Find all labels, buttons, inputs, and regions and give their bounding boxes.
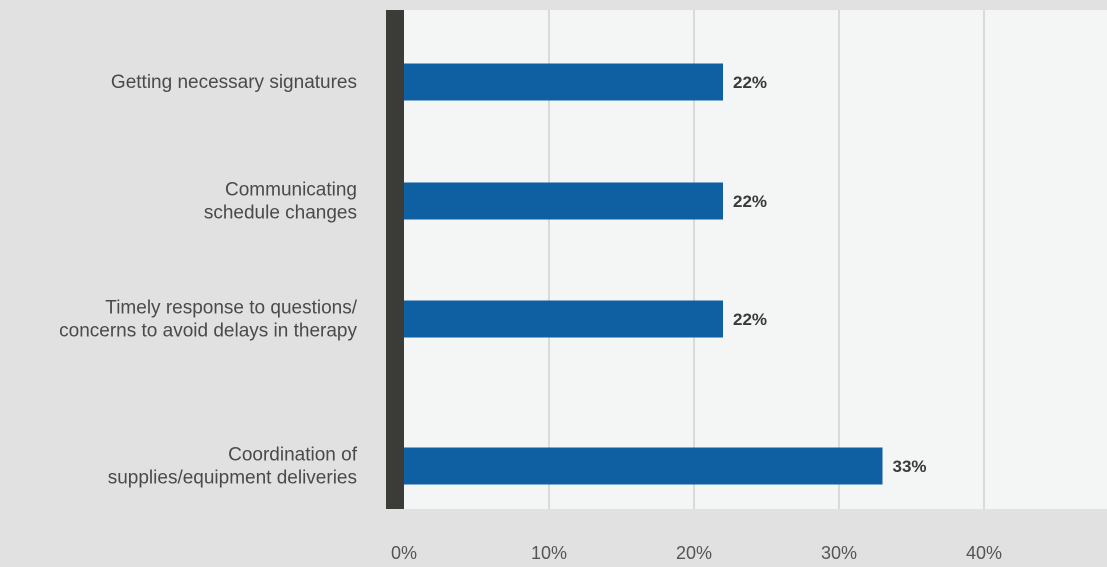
category-label-3-line-0: Coordination of: [228, 445, 358, 466]
x-tick-label-0: 0%: [391, 543, 417, 563]
category-label-1-line-1: schedule changes: [204, 203, 357, 224]
x-tick-label-30: 30%: [821, 543, 857, 563]
value-label-1: 22%: [733, 192, 767, 211]
bar-2: [404, 300, 723, 338]
bar-3: [404, 447, 883, 485]
x-tick-labels: 0% 10% 20% 30% 40%: [391, 543, 1002, 563]
category-label-0-line-0: Getting necessary signatures: [111, 72, 357, 93]
bars: [404, 63, 883, 485]
value-labels: 22% 22% 22% 33%: [733, 73, 927, 476]
x-tick-label-10: 10%: [531, 543, 567, 563]
category-label-2-line-1: concerns to avoid delays in therapy: [59, 321, 357, 342]
x-tick-label-40: 40%: [966, 543, 1002, 563]
value-label-0: 22%: [733, 73, 767, 92]
bar-1: [404, 182, 723, 220]
category-labels: Getting necessary signatures Communicatin…: [59, 72, 358, 489]
category-label-2-line-0: Timely response to questions/: [105, 298, 357, 319]
category-label-1-line-0: Communicating: [225, 180, 357, 201]
value-label-2: 22%: [733, 310, 767, 329]
x-tick-label-20: 20%: [676, 543, 712, 563]
category-label-3-line-1: supplies/equipment deliveries: [108, 468, 357, 489]
y-axis-line: [386, 10, 404, 509]
bar-0: [404, 63, 723, 101]
value-label-3: 33%: [893, 457, 927, 476]
